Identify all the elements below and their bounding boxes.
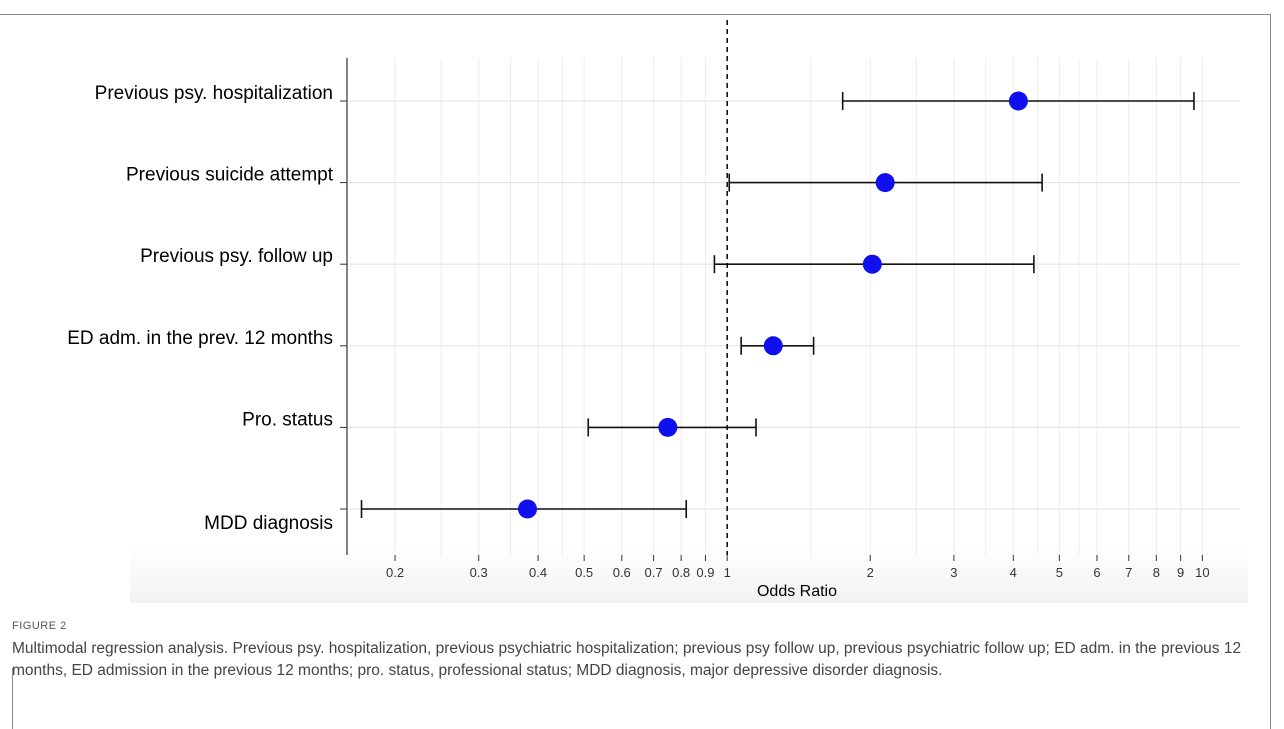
forest-row: ED adm. in the prev. 12 months	[67, 328, 815, 356]
x-tick-label: 0.3	[470, 565, 488, 580]
forest-plot: Previous psy. hospitalization Previous su…	[67, 20, 1240, 600]
x-tick-label: 0.6	[613, 565, 631, 580]
x-tick-label: 10	[1195, 565, 1209, 580]
forest-row: Previous psy. hospitalization	[95, 83, 1195, 111]
x-tick-label: 1	[724, 565, 731, 580]
x-tick-label: 2	[867, 565, 874, 580]
x-tick-label: 6	[1093, 565, 1100, 580]
forest-row: Pro. status	[242, 409, 757, 437]
forest-rows: Previous psy. hospitalization Previous su…	[67, 83, 1195, 534]
forest-row: Previous psy. follow up	[140, 246, 1035, 274]
row-label: Previous suicide attempt	[126, 165, 334, 186]
frame-border-top	[0, 14, 1270, 15]
figure-caption-block: FIGURE 2 Multimodal regression analysis.…	[12, 620, 1262, 682]
row-label: Previous psy. follow up	[140, 246, 333, 267]
odds-ratio-point	[875, 173, 895, 193]
x-tick-label: 0.2	[386, 565, 404, 580]
row-label: Pro. status	[242, 409, 333, 430]
x-tick-label: 7	[1125, 565, 1132, 580]
x-axis-title: Odds Ratio	[757, 583, 837, 600]
row-label: ED adm. in the prev. 12 months	[67, 328, 333, 349]
x-axis-ticks: 0.2 0.3 0.4 0.5 0.6 0.7 0.8 0.9 1 2 3 4 5 6 7 8 9 10	[386, 555, 1210, 580]
forest-row: MDD diagnosis	[204, 499, 688, 534]
frame-border-left	[12, 668, 13, 729]
odds-ratio-point	[763, 336, 783, 356]
odds-ratio-point	[1008, 91, 1028, 111]
figure-caption: Multimodal regression analysis. Previous…	[12, 640, 1242, 679]
odds-ratio-point	[518, 499, 538, 519]
x-tick-label: 0.5	[575, 565, 593, 580]
frame-border-right	[1270, 14, 1271, 729]
x-tick-label: 3	[950, 565, 957, 580]
row-label: MDD diagnosis	[204, 513, 333, 534]
x-tick-label: 5	[1056, 565, 1063, 580]
grid-lines	[349, 58, 1240, 555]
odds-ratio-point	[658, 417, 678, 437]
row-label: Previous psy. hospitalization	[95, 83, 333, 104]
x-tick-label: 8	[1153, 565, 1160, 580]
odds-ratio-point	[862, 254, 882, 274]
figure-label: FIGURE 2	[12, 620, 67, 632]
x-tick-label: 0.8	[672, 565, 690, 580]
x-tick-label: 0.9	[696, 565, 714, 580]
x-tick-label: 0.7	[645, 565, 663, 580]
x-tick-label: 9	[1177, 565, 1184, 580]
forest-row: Previous suicide attempt	[126, 165, 1043, 193]
x-tick-label: 4	[1010, 565, 1017, 580]
x-tick-label: 0.4	[529, 565, 547, 580]
axis-band	[130, 545, 1248, 603]
